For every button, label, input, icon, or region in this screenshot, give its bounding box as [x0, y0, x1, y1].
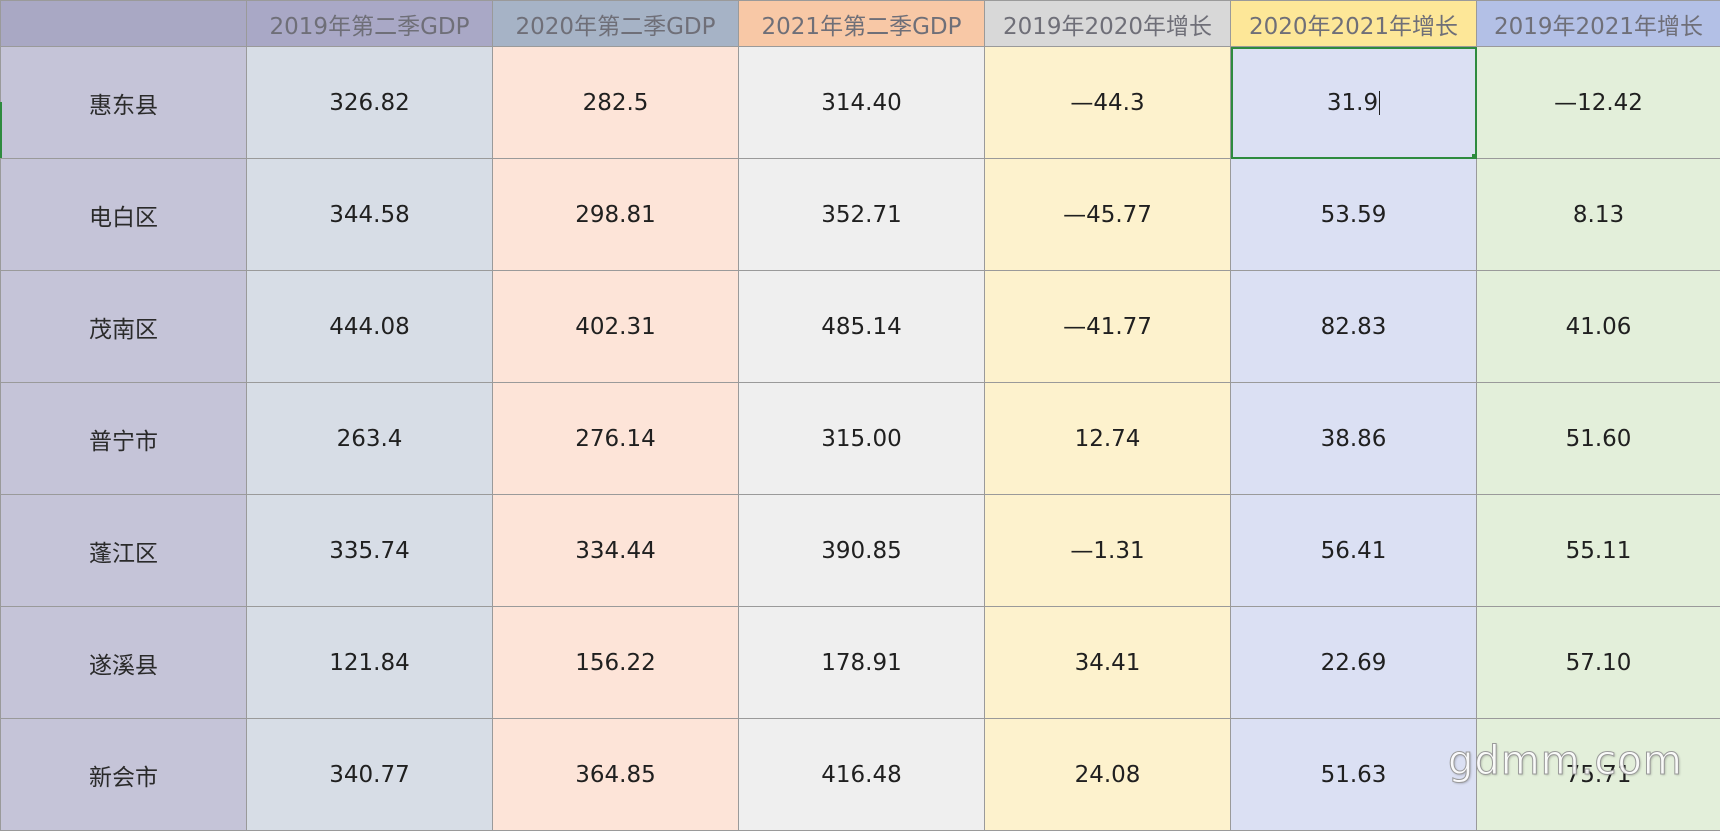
table-row: 电白区 344.58 298.81 352.71 —45.77 53.59 8.… [1, 159, 1720, 271]
region-cell[interactable]: 普宁市 [1, 383, 247, 495]
active-cell[interactable]: 31.9 [1231, 47, 1477, 159]
data-cell[interactable]: 121.84 [247, 607, 493, 719]
region-cell[interactable]: 新会市 [1, 719, 247, 831]
data-cell[interactable]: 315.00 [739, 383, 985, 495]
data-cell[interactable]: 282.5 [493, 47, 739, 159]
data-cell[interactable]: 263.4 [247, 383, 493, 495]
table-row: 蓬江区 335.74 334.44 390.85 —1.31 56.41 55.… [1, 495, 1720, 607]
header-cell-gdp-2019-q2[interactable]: 2019年第二季GDP [247, 1, 493, 47]
data-cell[interactable]: —1.31 [985, 495, 1231, 607]
data-cell[interactable]: 51.63 [1231, 719, 1477, 831]
data-cell[interactable]: 326.82 [247, 47, 493, 159]
data-cell[interactable]: 8.13 [1477, 159, 1720, 271]
active-cell-value: 31.9 [1327, 90, 1378, 116]
data-cell[interactable]: 22.69 [1231, 607, 1477, 719]
data-cell[interactable]: 82.83 [1231, 271, 1477, 383]
data-cell[interactable]: 485.14 [739, 271, 985, 383]
table-row: 茂南区 444.08 402.31 485.14 —41.77 82.83 41… [1, 271, 1720, 383]
data-cell[interactable]: 314.40 [739, 47, 985, 159]
region-cell[interactable]: 茂南区 [1, 271, 247, 383]
header-cell-corner[interactable] [1, 1, 247, 47]
header-cell-growth-2020-2021[interactable]: 2020年2021年增长 [1231, 1, 1477, 47]
text-cursor [1379, 91, 1380, 115]
region-cell[interactable]: 电白区 [1, 159, 247, 271]
data-cell[interactable]: 402.31 [493, 271, 739, 383]
data-cell[interactable]: 24.08 [985, 719, 1231, 831]
data-cell[interactable]: 55.11 [1477, 495, 1720, 607]
data-cell[interactable]: —44.3 [985, 47, 1231, 159]
region-cell[interactable]: 惠东县 [1, 47, 247, 159]
data-cell[interactable]: 38.86 [1231, 383, 1477, 495]
data-cell[interactable]: —12.42 [1477, 47, 1720, 159]
header-cell-gdp-2021-q2[interactable]: 2021年第二季GDP [739, 1, 985, 47]
data-cell[interactable]: 51.60 [1477, 383, 1720, 495]
region-cell[interactable]: 蓬江区 [1, 495, 247, 607]
data-cell[interactable]: 41.06 [1477, 271, 1720, 383]
data-cell[interactable]: 344.58 [247, 159, 493, 271]
data-cell[interactable]: 416.48 [739, 719, 985, 831]
data-cell[interactable]: 334.44 [493, 495, 739, 607]
data-cell[interactable]: 444.08 [247, 271, 493, 383]
data-cell[interactable]: 335.74 [247, 495, 493, 607]
data-cell[interactable]: 364.85 [493, 719, 739, 831]
data-cell[interactable]: 56.41 [1231, 495, 1477, 607]
table-row: 遂溪县 121.84 156.22 178.91 34.41 22.69 57.… [1, 607, 1720, 719]
header-cell-growth-2019-2020[interactable]: 2019年2020年增长 [985, 1, 1231, 47]
data-cell[interactable]: —45.77 [985, 159, 1231, 271]
active-row-marker [0, 102, 2, 158]
data-cell[interactable]: 178.91 [739, 607, 985, 719]
region-cell[interactable]: 遂溪县 [1, 607, 247, 719]
table-row: 普宁市 263.4 276.14 315.00 12.74 38.86 51.6… [1, 383, 1720, 495]
data-cell[interactable]: 298.81 [493, 159, 739, 271]
header-row: 2019年第二季GDP 2020年第二季GDP 2021年第二季GDP 2019… [1, 1, 1720, 47]
watermark: gdmm.com [1448, 738, 1683, 784]
data-cell[interactable]: 390.85 [739, 495, 985, 607]
header-cell-gdp-2020-q2[interactable]: 2020年第二季GDP [493, 1, 739, 47]
data-cell[interactable]: —41.77 [985, 271, 1231, 383]
data-cell[interactable]: 53.59 [1231, 159, 1477, 271]
data-cell[interactable]: 340.77 [247, 719, 493, 831]
data-cell[interactable]: 156.22 [493, 607, 739, 719]
header-cell-growth-2019-2021[interactable]: 2019年2021年增长 [1477, 1, 1720, 47]
data-cell[interactable]: 276.14 [493, 383, 739, 495]
table-row: 惠东县 326.82 282.5 314.40 —44.3 31.9 —12.4… [1, 47, 1720, 159]
data-cell[interactable]: 57.10 [1477, 607, 1720, 719]
data-cell[interactable]: 352.71 [739, 159, 985, 271]
data-cell[interactable]: 34.41 [985, 607, 1231, 719]
data-cell[interactable]: 12.74 [985, 383, 1231, 495]
